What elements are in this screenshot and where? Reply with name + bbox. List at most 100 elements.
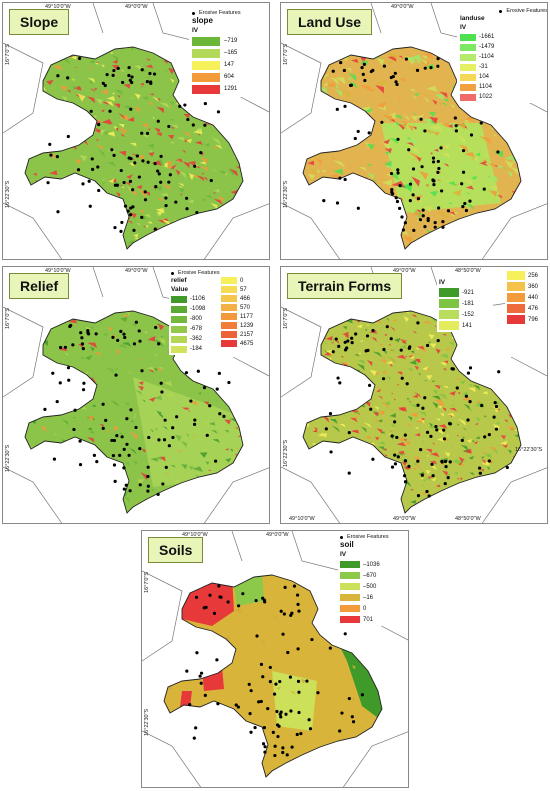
erosive-feature-point [393, 453, 397, 457]
erosive-feature-point [55, 399, 59, 404]
erosive-feature-point [278, 679, 282, 684]
erosive-feature-point [412, 228, 416, 233]
erosive-feature-point [407, 148, 411, 152]
erosive-feature-point [382, 64, 386, 68]
erosive-feature-point [275, 709, 279, 714]
basin-outline [24, 46, 244, 250]
erosive-feature-point [174, 200, 178, 204]
erosive-feature-point [436, 338, 440, 343]
erosive-feature-point [345, 346, 349, 350]
slope-coord-top-2: 49°0'0"W [125, 4, 148, 10]
color-swatch [439, 310, 459, 319]
erosive-feature-point [196, 369, 200, 373]
terrain-coord-left-2: 16°22'30"S [283, 439, 289, 467]
color-swatch [507, 271, 525, 280]
erosive-feature-point [432, 183, 436, 187]
erosive-feature-points [43, 320, 231, 496]
erosive-feature-point [367, 131, 371, 135]
erosive-feature-point [215, 658, 219, 662]
erosive-feature-point [82, 381, 86, 385]
erosive-feature-point [403, 433, 407, 437]
erosive-feature-point [78, 56, 82, 60]
erosive-feature-point [66, 134, 70, 139]
erosive-feature-point [125, 442, 129, 446]
erosive-feature-point [125, 417, 129, 421]
erosive-feature-point [455, 386, 459, 390]
erosive-feature-point [401, 228, 406, 232]
erosive-feature-point [227, 380, 231, 385]
color-swatch [340, 583, 360, 590]
erosive-feature-point [403, 221, 407, 225]
erosive-feature-point [167, 444, 171, 448]
legend-row: 1177 [221, 312, 267, 321]
legend-row: 1239 [221, 321, 267, 330]
slope-legend: Erosive Features slope IV –719 –165 147 … [189, 8, 269, 97]
erosive-feature-point [279, 715, 283, 719]
erosive-feature-point [261, 675, 265, 679]
color-swatch [507, 304, 525, 313]
erosive-feature-point [89, 109, 93, 113]
erosive-feature-point [162, 438, 167, 442]
relief-map [3, 267, 269, 523]
color-swatch [439, 288, 459, 297]
erosive-feature-point [249, 730, 253, 734]
erosive-feature-point [146, 474, 150, 479]
erosive-feature-point [394, 80, 398, 84]
erosive-feature-point [81, 182, 85, 186]
erosive-feature-point [432, 179, 436, 183]
color-swatch [192, 72, 220, 82]
erosive-feature-point [209, 178, 213, 183]
erosive-feature-point [76, 168, 81, 172]
erosive-feature-point [160, 390, 164, 394]
slope-coord-left-2: 16°22'30"S [5, 180, 11, 208]
point-symbol-icon [192, 11, 195, 15]
legend-row: 0 [221, 276, 267, 285]
erosive-feature-point [389, 75, 393, 80]
erosive-feature-point [134, 320, 138, 324]
erosive-feature-point [353, 136, 357, 141]
erosive-feature-point [305, 679, 309, 683]
erosive-feature-point [505, 465, 509, 470]
erosive-feature-point [152, 72, 157, 76]
color-swatch [221, 322, 237, 329]
erosive-feature-point [153, 227, 157, 231]
terrain-coord-bottom-2: 49°0'0"W [393, 516, 416, 522]
erosive-feature-point [43, 407, 47, 412]
erosive-feature-point [178, 104, 182, 108]
erosive-feature-point [362, 62, 366, 66]
erosive-feature-point [146, 160, 150, 164]
erosive-feature-point [431, 156, 436, 160]
legend-row: -800 [171, 314, 221, 324]
erosive-feature-point [335, 201, 340, 205]
erosive-feature-point [198, 674, 202, 678]
erosive-feature-point [168, 173, 172, 177]
erosive-feature-point [331, 69, 335, 73]
erosive-feature-point [159, 381, 163, 385]
erosive-feature-point [371, 328, 375, 333]
legend-row: -1106 [171, 294, 221, 304]
legend-row: 1291 [192, 83, 269, 95]
erosive-feature-point [296, 602, 300, 606]
erosive-feature-point [199, 151, 203, 155]
erosive-feature-points [185, 584, 364, 758]
erosive-feature-point [56, 210, 60, 214]
erosive-feature-point [146, 465, 150, 469]
erosive-feature-point [439, 146, 443, 150]
erosive-feature-point [191, 123, 195, 127]
erosive-feature-point [122, 180, 126, 185]
soils-coord-left-1: 16°7'0"S [144, 571, 150, 593]
erosive-feature-point [436, 64, 440, 68]
color-swatch [171, 335, 187, 343]
erosive-feature-point [157, 342, 161, 346]
relief-legend: Erosive Features relief Value -1106 -109… [169, 269, 269, 355]
erosive-feature-point [283, 585, 287, 589]
erosive-feature-point [95, 459, 99, 464]
erosive-feature-point [431, 160, 436, 164]
erosive-feature-point [263, 750, 267, 754]
erosive-feature-point [389, 171, 394, 176]
erosive-feature-point [129, 157, 133, 161]
erosive-feature-point [128, 78, 132, 82]
soils-map-title: Soils [148, 537, 204, 563]
relief-coord-left-1: 16°7'0"S [5, 307, 11, 329]
erosive-feature-point [73, 408, 77, 412]
